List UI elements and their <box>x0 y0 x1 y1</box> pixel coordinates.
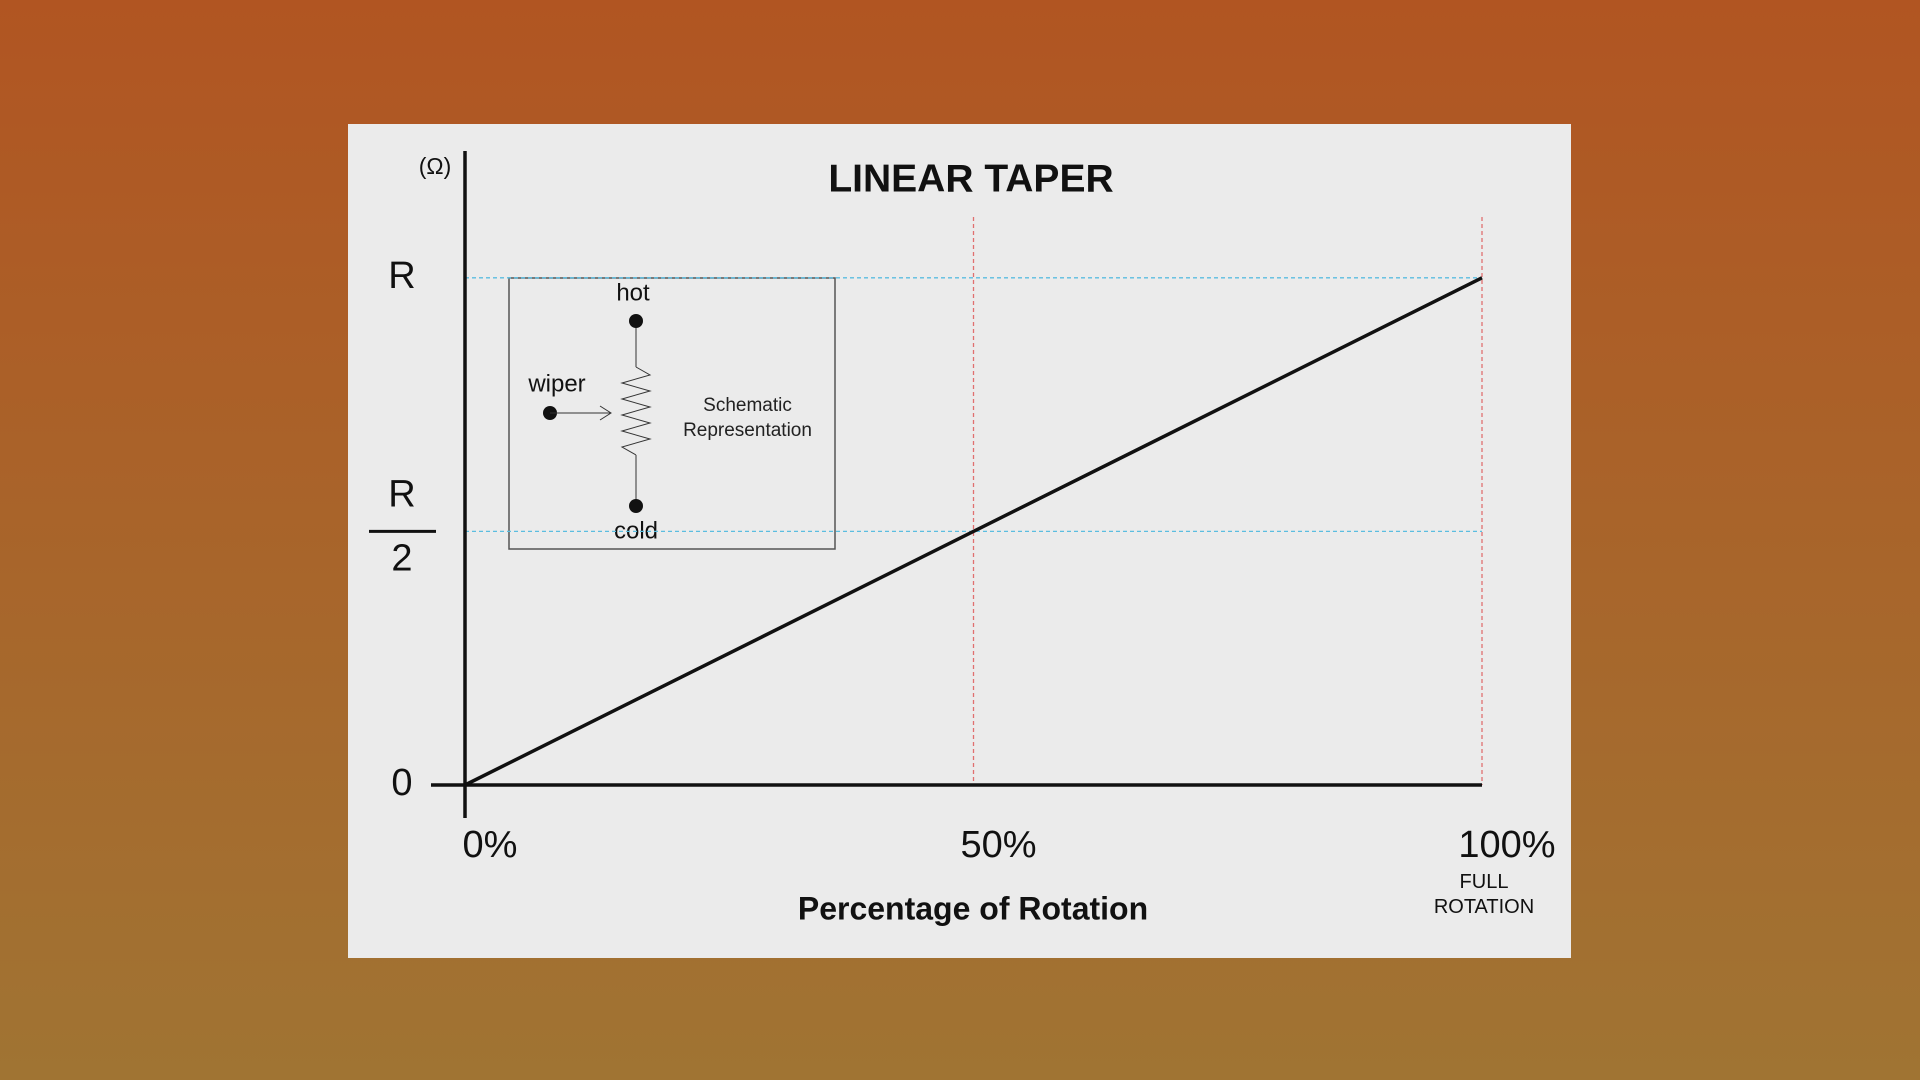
panel <box>348 124 1571 958</box>
y-unit: (Ω) <box>419 153 452 179</box>
x-tick-label: 0% <box>463 824 518 866</box>
x-axis-label: Percentage of Rotation <box>798 890 1148 926</box>
y-tick-numerator: R <box>388 473 415 515</box>
chart-title: LINEAR TAPER <box>828 157 1113 200</box>
inset-label: wiper <box>527 370 585 397</box>
inset-caption: Schematic Representation <box>683 395 812 441</box>
resistor <box>620 366 652 456</box>
x-tick-label: 100% <box>1458 824 1555 866</box>
data-line <box>464 276 1483 787</box>
inset-label: hot <box>616 279 650 306</box>
x-annotation: FULL ROTATION <box>1433 871 1535 918</box>
x-annotation-box: FULL ROTATION <box>1433 871 1535 918</box>
y-tick-label: R <box>388 255 415 297</box>
x-tick-label: 50% <box>960 824 1036 866</box>
inset-caption-box: Schematic Representation <box>683 395 812 441</box>
terminal <box>629 314 643 328</box>
terminal <box>629 499 643 513</box>
y-tick-label: 0 <box>391 762 412 804</box>
y-tick-denominator: 2 <box>391 537 412 579</box>
arrow-head <box>599 405 612 421</box>
